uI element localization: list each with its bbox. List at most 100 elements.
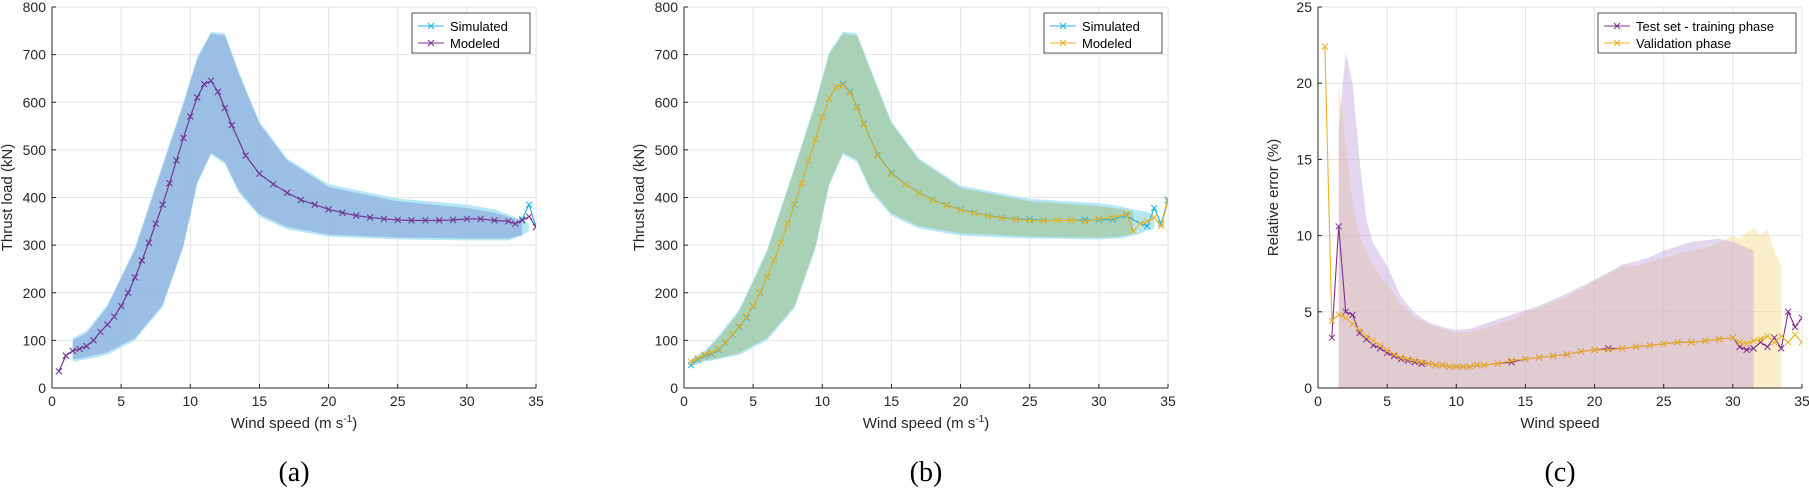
data-point (1349, 320, 1356, 328)
data-point (1480, 361, 1488, 369)
data-point (812, 136, 819, 143)
data-point (1150, 204, 1158, 212)
data-point (1150, 214, 1158, 221)
x-axis-label: Wind speed (1520, 415, 1599, 432)
legend-label: Test set - training phase (1636, 19, 1774, 34)
y-tick-label: 600 (655, 94, 679, 110)
x-axis-label: Wind speed (m s-1) (863, 414, 989, 432)
data-point (1418, 358, 1426, 366)
data-point (1342, 308, 1350, 316)
data-point (1459, 363, 1467, 371)
data-point (1390, 351, 1398, 358)
data-point (221, 104, 229, 112)
x-tick-label: 5 (1383, 393, 1391, 409)
data-point (1770, 338, 1778, 346)
data-point (1123, 210, 1130, 218)
data-point (1081, 216, 1089, 224)
data-point (1494, 360, 1502, 367)
y-tick-label: 800 (655, 0, 679, 15)
data-point (1369, 337, 1377, 345)
series-validation-phase (1321, 43, 1802, 371)
legend-label: Simulated (450, 19, 508, 34)
data-point (839, 81, 847, 89)
chart-3: 0 5 10 15 20 25 30 35 0 5 10 15 20 25 Wind speed Relati… (1265, 0, 1809, 488)
data-point (1784, 308, 1792, 316)
data-point (1164, 197, 1168, 205)
data-point (1383, 346, 1391, 354)
data-point (1674, 338, 1681, 346)
x-tick-label: 10 (1448, 393, 1464, 409)
panel-caption: (b) (910, 457, 943, 488)
data-point (1701, 337, 1709, 345)
data-point (269, 180, 277, 188)
data-point (518, 217, 526, 224)
data-point (463, 215, 471, 223)
data-point (297, 196, 305, 204)
data-point (55, 367, 63, 375)
y-tick-label: 700 (655, 47, 679, 63)
data-point (103, 321, 111, 329)
data-point (742, 313, 750, 320)
data-point (145, 239, 153, 247)
data-point (957, 206, 964, 214)
y-axis-label: Thrust load (kN) (0, 144, 16, 252)
y-tick-label: 20 (1296, 75, 1312, 91)
data-point (825, 95, 833, 102)
chart-2: 0 5 10 15 20 25 30 35 0 100 200 300 400 500 600 700 800 W… (631, 0, 1176, 488)
chart-1: 0 5 10 15 20 25 30 35 0 100 200 300 400 500 600 700 800 W… (0, 0, 544, 488)
data-point (701, 351, 709, 359)
data-point (1081, 217, 1089, 225)
data-point (1164, 196, 1168, 204)
data-point (1328, 334, 1336, 342)
x-tick-label: 35 (528, 393, 544, 409)
data-point (511, 220, 519, 228)
x-tick-label: 15 (252, 393, 268, 409)
data-point (159, 201, 166, 208)
x-tick-label: 30 (459, 393, 475, 409)
data-point (971, 209, 978, 217)
bands (687, 31, 1168, 369)
plot-area (1318, 7, 1802, 388)
legend-marker (427, 39, 435, 47)
data-point (366, 214, 374, 221)
series-modeled (55, 77, 536, 375)
data-point (1798, 314, 1802, 322)
data-point (805, 156, 812, 164)
legend-box (1597, 12, 1797, 54)
data-point (525, 213, 533, 220)
legend-label: Modeled (1082, 36, 1132, 51)
data-point (1157, 222, 1165, 230)
data-point (110, 313, 118, 320)
data-point (901, 181, 909, 188)
data-point (435, 217, 443, 224)
data-point (166, 179, 173, 187)
data-point (715, 346, 722, 354)
data-point (1067, 217, 1075, 224)
band-test-error-range (1338, 52, 1754, 388)
data-point (1095, 215, 1103, 223)
y-axis-label: Relative error (%) (1265, 139, 1282, 257)
y-tick-label: 0 (38, 380, 46, 396)
data-point (325, 206, 332, 213)
data-point (1715, 335, 1723, 343)
data-point (477, 215, 485, 223)
data-point (770, 257, 778, 264)
x-tick-label: 15 (1518, 393, 1534, 409)
data-point (1026, 216, 1034, 223)
data-point (1425, 360, 1432, 367)
data-point (131, 274, 139, 281)
data-point (1757, 338, 1764, 346)
y-tick-label: 5 (1304, 304, 1312, 320)
x-tick-label: 0 (680, 393, 688, 409)
data-point (1446, 363, 1453, 371)
data-point (449, 216, 457, 224)
x-tick-label: 10 (182, 393, 198, 409)
data-point (715, 345, 722, 353)
y-tick-label: 200 (23, 285, 47, 301)
data-point (1535, 354, 1543, 361)
data-point (708, 349, 716, 357)
x-tick-label: 0 (48, 393, 56, 409)
data-point (929, 197, 937, 204)
data-point (1439, 361, 1446, 369)
